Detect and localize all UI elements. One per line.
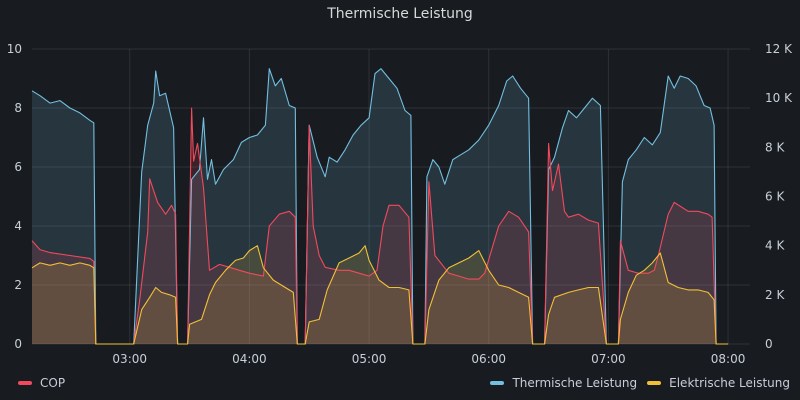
legend-label-thermische: Thermische Leistung xyxy=(512,376,638,390)
area-thermische-leistung xyxy=(32,68,729,344)
y-right-tick-label: 10 K xyxy=(765,91,793,105)
y-left-tick-label: 2 xyxy=(14,278,22,292)
y-axis-right: 0 2 K 4 K 6 K 8 K 10 K 12 K xyxy=(765,42,793,351)
y-right-tick-label: 2 K xyxy=(765,288,785,302)
legend-label-elektrische: Elektrische Leistung xyxy=(669,376,790,390)
series-lines xyxy=(31,68,729,345)
y-right-tick-label: 4 K xyxy=(765,239,785,253)
legend-swatch-thermische xyxy=(490,381,505,385)
series-areas xyxy=(32,68,729,344)
grid xyxy=(32,48,750,345)
y-right-tick-label: 12 K xyxy=(765,42,793,56)
legend-swatch-elektrische xyxy=(647,381,662,385)
x-tick-label: 04:00 xyxy=(232,352,267,366)
x-tick-label: 05:00 xyxy=(352,352,387,366)
panel-title: Thermische Leistung xyxy=(327,6,473,22)
x-axis: 03:00 04:00 05:00 06:00 07:00 08:00 xyxy=(112,352,745,366)
y-left-tick-label: 0 xyxy=(14,337,22,351)
y-right-tick-label: 8 K xyxy=(765,140,785,154)
x-tick-label: 07:00 xyxy=(591,352,626,366)
area-elektrische-leistung xyxy=(32,245,729,344)
legend-left: COP xyxy=(18,375,75,391)
legend-swatch-cop xyxy=(18,381,32,385)
x-tick-label: 03:00 xyxy=(112,352,147,366)
area-cop xyxy=(32,108,729,344)
y-left-tick-label: 10 xyxy=(7,42,22,56)
y-right-tick-label: 6 K xyxy=(765,190,785,204)
legend-item-elektrische-leistung[interactable]: Elektrische Leistung xyxy=(647,376,790,390)
legend-item-thermische-leistung[interactable]: Thermische Leistung xyxy=(490,376,637,390)
legend-label-cop: COP xyxy=(40,376,66,390)
y-left-tick-label: 6 xyxy=(14,160,22,174)
y-left-tick-label: 8 xyxy=(14,101,22,115)
y-axis-left: 0 2 4 6 8 10 xyxy=(7,42,22,351)
y-left-tick-label: 4 xyxy=(14,219,22,233)
legend-right: Thermische Leistung Elektrische Leistung xyxy=(490,375,800,391)
x-tick-label: 08:00 xyxy=(711,352,746,366)
x-tick-label: 06:00 xyxy=(471,352,506,366)
legend-item-cop[interactable]: COP xyxy=(18,376,65,390)
y-right-tick-label: 0 xyxy=(765,337,773,351)
line-elektrische-leistung xyxy=(31,245,729,345)
